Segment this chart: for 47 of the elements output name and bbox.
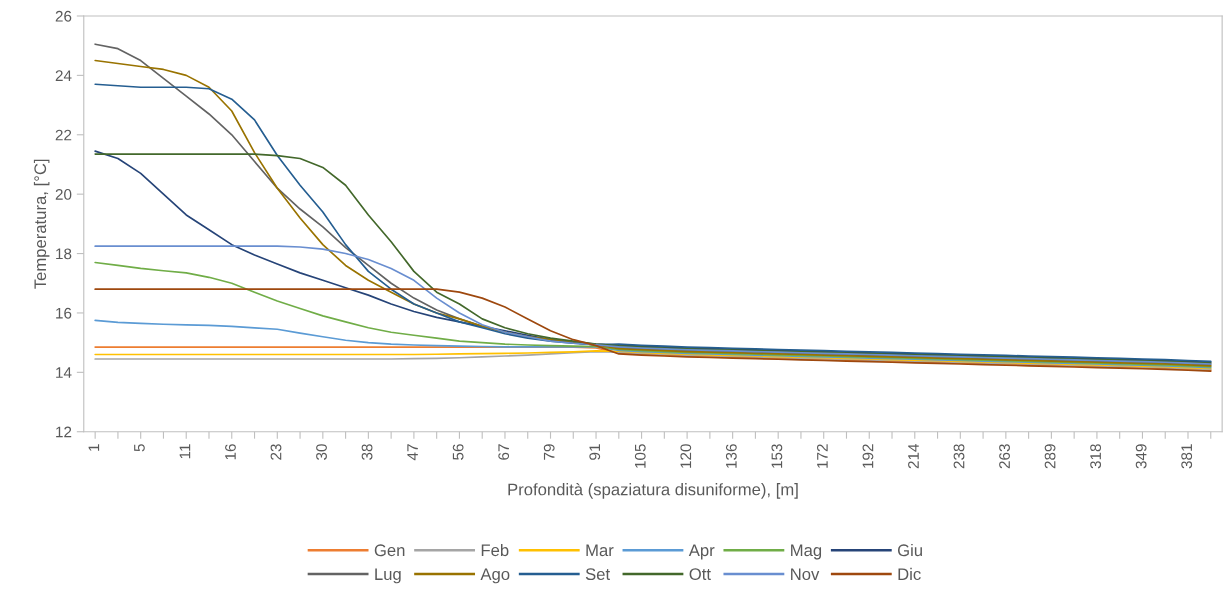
- x-tick-label: 91: [589, 444, 601, 460]
- y-tick-label: 26: [55, 10, 72, 22]
- x-tick-label: 67: [498, 444, 510, 460]
- legend-label: Ott: [689, 568, 711, 581]
- legend-label: Ago: [480, 568, 510, 584]
- x-tick-label: 56: [452, 444, 464, 460]
- x-tick-label: 16: [225, 444, 236, 460]
- y-tick-label: 12: [56, 426, 72, 438]
- legend-label: Mar: [586, 544, 614, 557]
- x-tick-label: 172: [817, 444, 828, 468]
- y-tick-label: 18: [56, 248, 72, 260]
- x-axis-title: Profondità (spaziatura disuniforme), [m]: [508, 482, 798, 499]
- legend-label: Nov: [791, 568, 820, 581]
- x-tick-label: 120: [680, 444, 692, 468]
- x-tick-label: 318: [1090, 444, 1102, 469]
- x-tick-label: 5: [134, 444, 145, 452]
- x-tick-label: 11: [179, 444, 191, 459]
- y-tick-label: 14: [56, 367, 72, 378]
- y-tick-label: 16: [56, 307, 72, 319]
- y-tick-label: 20: [55, 189, 72, 200]
- legend-label: Giu: [897, 543, 922, 557]
- legend-label: Set: [585, 568, 610, 581]
- legend-label: Gen: [374, 544, 405, 557]
- x-tick-label: 238: [953, 444, 965, 469]
- x-tick-label: 47: [407, 444, 418, 461]
- x-tick-label: 79: [543, 444, 555, 460]
- x-tick-label: 105: [634, 444, 646, 468]
- x-tick-label: 214: [908, 443, 919, 469]
- x-tick-label: 263: [999, 444, 1010, 469]
- legend-label: Feb: [481, 543, 509, 557]
- y-tick-label: 22: [55, 129, 72, 141]
- x-tick-label: 153: [771, 444, 783, 468]
- x-tick-label: 1: [88, 444, 100, 451]
- x-tick-label: 136: [725, 444, 737, 468]
- y-tick-label: 24: [55, 70, 72, 81]
- y-axis-title: Temperatura, [°C]: [33, 159, 50, 289]
- legend-label: Lug: [375, 568, 401, 584]
- x-tick-label: 381: [1181, 444, 1193, 469]
- x-tick-label: 30: [316, 444, 327, 460]
- legend-label: Mag: [791, 544, 822, 560]
- x-tick-label: 23: [270, 444, 282, 460]
- legend-label: Dic: [898, 567, 921, 581]
- x-tick-label: 349: [1135, 444, 1147, 469]
- x-tick-label: 192: [862, 444, 874, 468]
- legend-label: Apr: [688, 544, 715, 560]
- x-tick-label: 38: [361, 444, 373, 460]
- x-tick-label: 289: [1044, 444, 1056, 469]
